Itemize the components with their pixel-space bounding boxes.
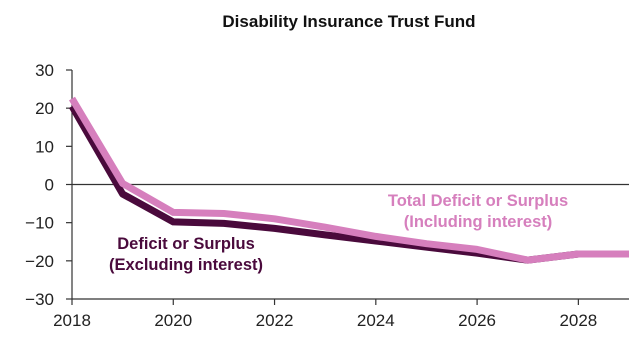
x-tick-label: 2028: [559, 311, 597, 330]
x-tick-label: 2018: [53, 311, 91, 330]
y-tick-label: −10: [25, 214, 54, 233]
x-tick-label: 2026: [458, 311, 496, 330]
x-tick-label: 2020: [154, 311, 192, 330]
x-tick-label: 2022: [256, 311, 294, 330]
chart-title: Disability Insurance Trust Fund: [222, 12, 475, 31]
y-tick-label: −30: [25, 290, 54, 309]
y-tick-label: 0: [45, 176, 54, 195]
y-tick-label: −20: [25, 252, 54, 271]
axes: 30 20 10 0 −10 −20 −30 2018 2020 2022 2024 2026 2028: [25, 61, 629, 330]
y-tick-label: 30: [35, 61, 54, 80]
x-tick-label: 2024: [357, 311, 395, 330]
series-labels: Total Deficit or Surplus (Including inter…: [109, 192, 568, 274]
y-tick-label: 20: [35, 99, 54, 118]
series-label-excluding: Deficit or Surplus (Excluding interest): [109, 235, 263, 274]
series-label-including: Total Deficit or Surplus (Including inter…: [388, 192, 568, 231]
series-lines: [68, 96, 629, 264]
y-tick-label: 10: [35, 137, 54, 156]
series-line-including: [68, 96, 629, 264]
